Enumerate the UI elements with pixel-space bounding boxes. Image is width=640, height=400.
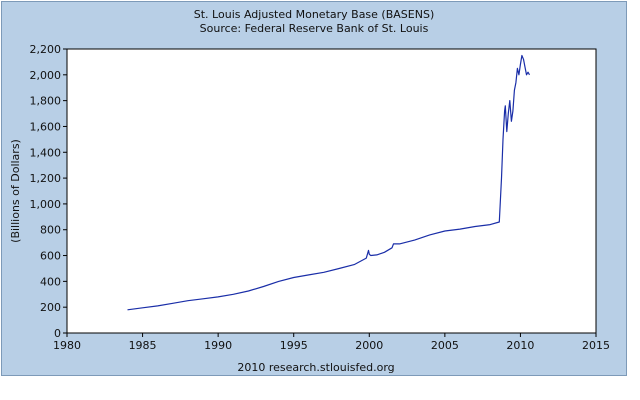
y-tick-label: 600 xyxy=(40,250,61,263)
y-axis-label: (Billions of Dollars) xyxy=(9,139,22,243)
y-tick-label: 1,800 xyxy=(30,95,62,108)
y-tick-label: 1,200 xyxy=(30,172,62,185)
chart-frame: St. Louis Adjusted Monetary Base (BASENS… xyxy=(1,1,627,376)
y-tick-label: 1,400 xyxy=(30,146,62,159)
x-tick-label: 2000 xyxy=(355,339,383,352)
chart-footer: 2010 research.stlouisfed.org xyxy=(237,361,394,374)
plot-area xyxy=(66,48,597,334)
x-tick-label: 1980 xyxy=(53,339,81,352)
series-line-0 xyxy=(127,54,531,311)
y-tick-label: 0 xyxy=(54,327,61,340)
x-tick-label: 2010 xyxy=(506,339,534,352)
y-tick-label: 200 xyxy=(40,301,61,314)
x-axis: 1980 1985 1990 1995 2000 2005 2010 2015 xyxy=(53,333,610,352)
x-tick-label: 2005 xyxy=(431,339,459,352)
y-axis: 0 200 400 600 800 1,000 1,200 1,400 1,600 1,800 2,… xyxy=(30,43,67,340)
y-tick-label: 2,200 xyxy=(30,43,62,56)
y-tick-label: 400 xyxy=(40,275,61,288)
y-tick-label: 1,000 xyxy=(30,198,62,211)
x-tick-label: 2015 xyxy=(582,339,610,352)
y-tick-label: 1,600 xyxy=(30,120,62,133)
x-tick-label: 1995 xyxy=(280,339,308,352)
y-tick-label: 800 xyxy=(40,224,61,237)
chart-title: St. Louis Adjusted Monetary Base (BASENS… xyxy=(194,8,434,21)
series-layer xyxy=(127,54,531,311)
chart-subtitle: Source: Federal Reserve Bank of St. Loui… xyxy=(200,22,429,35)
chart: St. Louis Adjusted Monetary Base (BASENS… xyxy=(9,8,610,374)
x-tick-label: 1990 xyxy=(204,339,232,352)
y-tick-label: 2,000 xyxy=(30,69,62,82)
x-tick-label: 1985 xyxy=(129,339,157,352)
